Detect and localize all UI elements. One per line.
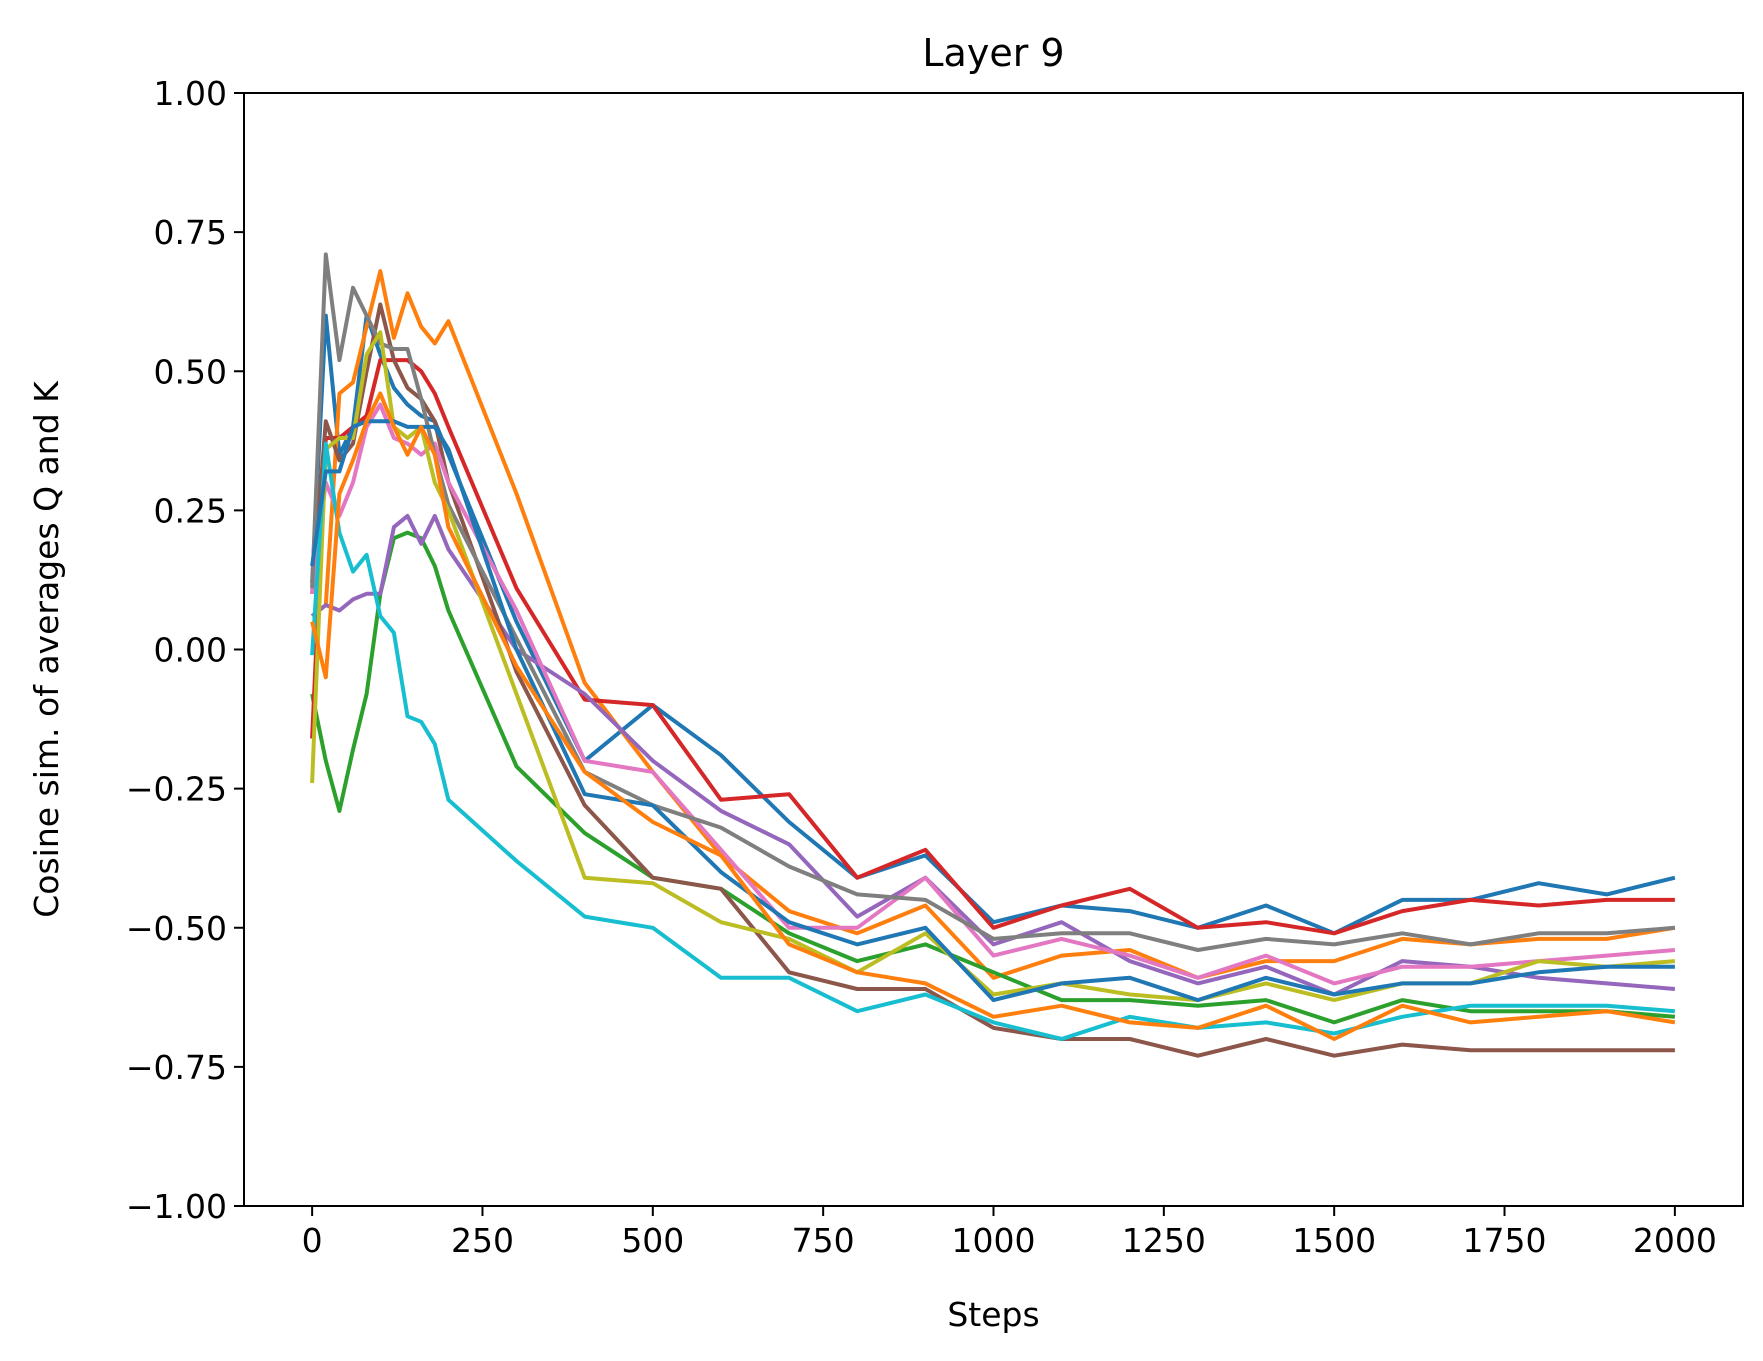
series-line-6	[310, 302, 1675, 1058]
series-line-1	[310, 313, 1676, 936]
y-tick-label: 0.25	[154, 491, 227, 530]
x-tick-label: 1250	[1122, 1221, 1206, 1260]
y-tick-label: 0.75	[154, 213, 227, 252]
y-tick-label: 1.00	[154, 74, 227, 113]
x-tick-label: 1000	[952, 1221, 1036, 1260]
x-tick-label: 1500	[1292, 1221, 1376, 1260]
x-tick-label: 750	[792, 1221, 855, 1260]
series-line-7	[310, 402, 1676, 986]
y-tick-label: −0.75	[126, 1048, 227, 1087]
series-line-9	[310, 330, 1676, 1003]
series-layer	[310, 252, 1676, 1058]
x-tick-label: 500	[621, 1221, 684, 1260]
y-axis-label: Cosine sim. of averages Q and K	[27, 380, 66, 918]
series-line-4	[310, 358, 1675, 936]
series-line-10	[310, 441, 1676, 1041]
x-tick-label: 0	[302, 1221, 323, 1260]
x-axis: 0 250 500 750 1000 1250 1500 1750 2000	[302, 1206, 1717, 1260]
x-tick-label: 1750	[1463, 1221, 1547, 1260]
y-tick-label: −0.25	[126, 770, 227, 809]
plot-frame	[243, 92, 1744, 1207]
y-tick-label: −0.50	[126, 909, 227, 948]
x-tick-label: 250	[451, 1221, 514, 1260]
series-line-8	[310, 252, 1676, 952]
x-axis-label: Steps	[947, 1295, 1039, 1334]
x-tick-label: 2000	[1633, 1221, 1717, 1260]
series-line-12	[310, 391, 1676, 1041]
y-tick-label: 0.00	[154, 631, 227, 670]
series-line-3	[310, 530, 1676, 1025]
y-tick-label: −1.00	[126, 1187, 227, 1226]
series-line-11	[310, 419, 1675, 1003]
y-axis: 1.00 0.75 0.50 0.25 0.00 −0.25 −0.50 −0.75 −1.00	[126, 74, 244, 1226]
chart-title: Layer 9	[922, 31, 1064, 75]
y-tick-label: 0.50	[154, 352, 227, 391]
